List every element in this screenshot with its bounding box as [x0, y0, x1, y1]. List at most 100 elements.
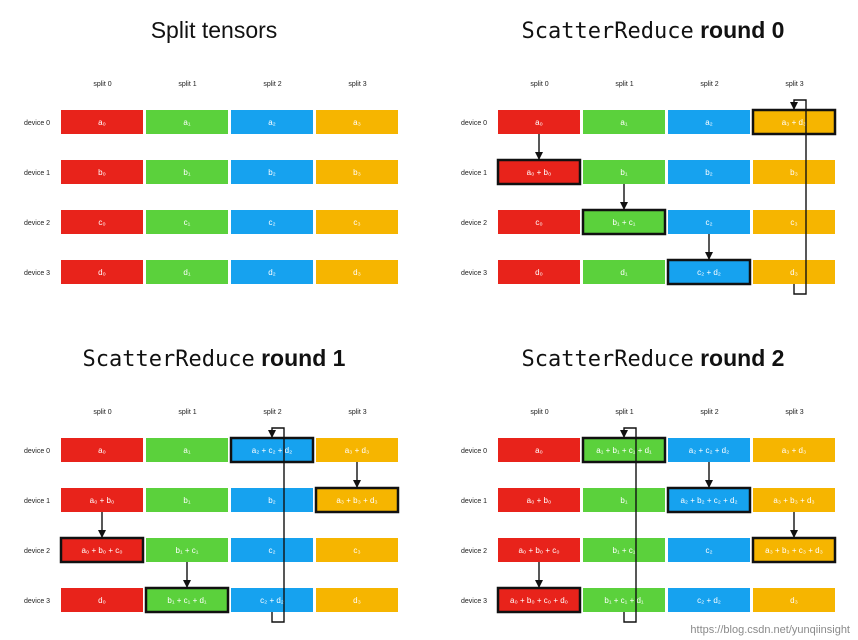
tensor-cell: b₁: [146, 160, 228, 184]
panel-0: Split tensors split 0 split 1 split 2 split …: [24, 17, 398, 284]
split-header: split 3: [785, 81, 803, 88]
tensor-cell: a₁: [146, 438, 228, 462]
tensor-cell: a₃ + b₃ + c₃ + d₃: [751, 536, 837, 564]
cell-value: b₁: [183, 168, 190, 177]
tensor-cell: c₂ + d₂: [666, 258, 752, 286]
split-header: split 0: [530, 81, 548, 88]
cell-value: d₁: [183, 268, 190, 277]
cell-value: a₀ + b₀: [90, 496, 115, 505]
cell-value: a₃: [353, 118, 361, 127]
reduce-arrow: [620, 427, 637, 623]
tensor-cell: b₁: [583, 488, 665, 512]
panel-title: ScatterReduce round 2: [522, 345, 785, 372]
cell-value: a₃ + d₃: [345, 446, 370, 455]
cell-value: b₁: [620, 168, 627, 177]
tensor-cell: b₂: [231, 488, 313, 512]
tensor-cell: b₁: [583, 160, 665, 184]
cell-value: b₀: [98, 168, 106, 177]
cell-value: c₃: [353, 218, 360, 227]
split-header: split 1: [178, 409, 196, 416]
tensor-cell: d₃: [753, 588, 835, 612]
cell-value: d₀: [98, 596, 106, 605]
tensor-cell: b₁: [146, 488, 228, 512]
cell-value: a₀: [98, 446, 106, 455]
tensor-cell: a₃ + d₃: [316, 438, 398, 462]
tensor-cell: b₂: [231, 160, 313, 184]
device-label: device 0: [461, 120, 487, 127]
tensor-cell: b₃: [753, 160, 835, 184]
tensor-cell: a₀: [498, 438, 580, 462]
tensor-cell: a₃: [316, 110, 398, 134]
tensor-cell: d₂: [231, 260, 313, 284]
tensor-cell: c₀: [61, 210, 143, 234]
tensor-cell: a₀ + b₀: [498, 488, 580, 512]
tensor-cell: b₁ + c₁ + d₁: [144, 586, 230, 614]
cell-value: d₁: [620, 268, 627, 277]
cell-value: a₃ + b₃ + c₃ + d₃: [765, 546, 823, 555]
device-label: device 3: [24, 270, 50, 277]
cell-value: a₁: [183, 446, 190, 455]
cell-value: a₁ + b₁ + c₁ + d₁: [596, 446, 652, 455]
cell-value: a₀ + b₀ + c₀: [81, 546, 122, 555]
tensor-cell: d₀: [61, 588, 143, 612]
cell-value: a₂ + c₂ + d₂: [252, 446, 292, 455]
tensor-cell: a₀ + b₀ + c₀: [498, 538, 580, 562]
tensor-cell: a₂ + c₂ + d₂: [668, 438, 750, 462]
tensor-cell: a₃ + d₃: [751, 108, 837, 136]
cell-value: c₂ + d₂: [260, 596, 284, 605]
split-header: split 0: [93, 81, 111, 88]
device-label: device 0: [24, 120, 50, 127]
cell-value: d₃: [353, 268, 361, 277]
split-header: split 2: [700, 409, 718, 416]
cell-value: c₂: [268, 218, 275, 227]
cell-value: a₁: [183, 118, 190, 127]
tensor-cell: c₂: [668, 538, 750, 562]
tensor-cell: a₀: [61, 110, 143, 134]
split-header: split 1: [615, 409, 633, 416]
cell-value: a₃ + d₃: [782, 446, 807, 455]
cell-value: a₀ + b₀: [527, 496, 552, 505]
tensor-cell: b₂: [668, 160, 750, 184]
tensor-cell: c₀: [498, 210, 580, 234]
cell-value: a₃ + d₃: [782, 118, 807, 127]
watermark: https://blog.csdn.net/yunqiinsight: [690, 624, 850, 636]
tensor-cell: a₀ + b₀: [61, 488, 143, 512]
cell-value: c₀: [98, 218, 105, 227]
reduce-arrow: [790, 99, 807, 295]
cell-value: d₃: [790, 268, 798, 277]
tensor-cell: a₁ + b₁ + c₁ + d₁: [581, 436, 667, 464]
cell-value: c₂ + d₂: [697, 268, 721, 277]
split-header: split 2: [263, 81, 281, 88]
device-label: device 3: [461, 598, 487, 605]
tensor-cell: a₂ + b₂ + c₂ + d₂: [666, 486, 752, 514]
tensor-cell: d₃: [316, 260, 398, 284]
cell-value: b₃: [790, 168, 798, 177]
reduce-arrow: [268, 427, 285, 623]
cell-value: c₁: [184, 218, 191, 227]
tensor-cell: a₁: [146, 110, 228, 134]
cell-value: c₂: [705, 218, 712, 227]
cell-value: d₃: [790, 596, 798, 605]
cell-value: b₁ + c₁ + d₁: [167, 596, 207, 605]
cell-value: b₁: [183, 496, 190, 505]
tensor-cell: a₀: [61, 438, 143, 462]
device-label: device 0: [461, 448, 487, 455]
tensor-cell: c₃: [316, 210, 398, 234]
cell-value: a₁: [620, 118, 627, 127]
tensor-cell: d₁: [583, 260, 665, 284]
tensor-cell: c₃: [753, 210, 835, 234]
cell-value: b₁ + c₁ + d₁: [604, 596, 644, 605]
panel-3: ScatterReduce round 2 split 0 split 1 split…: [461, 345, 837, 623]
panel-2: ScatterReduce round 1 split 0 split 1 split…: [24, 345, 400, 623]
tensor-cell: a₂: [668, 110, 750, 134]
cell-value: a₀: [535, 446, 543, 455]
device-label: device 1: [24, 498, 50, 505]
device-label: device 1: [24, 170, 50, 177]
cell-value: a₃ + b₃ + d₃: [336, 496, 377, 505]
tensor-cell: c₃: [316, 538, 398, 562]
tensor-cell: d₀: [61, 260, 143, 284]
tensor-cell: d₁: [146, 260, 228, 284]
tensor-cell: d₃: [316, 588, 398, 612]
split-header: split 3: [785, 409, 803, 416]
